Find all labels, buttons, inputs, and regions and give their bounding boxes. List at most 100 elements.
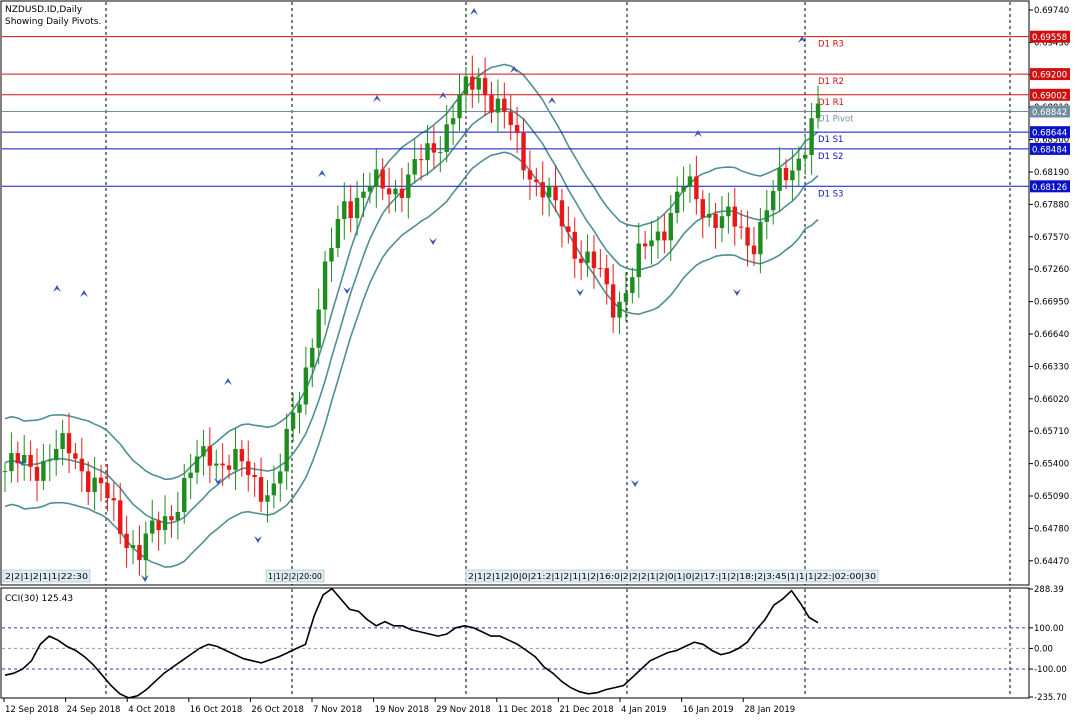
- candle-body: [258, 477, 264, 502]
- candle-body: [585, 251, 590, 263]
- time-tick-label: 11 Dec 2018: [498, 705, 552, 715]
- pivot-tag-box: [1030, 126, 1070, 139]
- candle-body: [201, 446, 206, 457]
- fractal-up-marker: [224, 378, 232, 385]
- vertical-grid: [105, 2, 1011, 697]
- cci-tick-label: -100.00: [1034, 665, 1067, 675]
- candle-body: [745, 227, 750, 246]
- cci-label: CCI(30) 125.43: [5, 594, 73, 604]
- fractal-down-marker: [254, 536, 262, 543]
- candle-body: [137, 545, 142, 561]
- candle-body: [143, 533, 149, 561]
- candle-body: [502, 98, 507, 113]
- session-strip-text: 2|2|1|2|1|1|22:30: [5, 572, 88, 581]
- price-axis: 0.697400.694300.691200.688100.685000.681…: [1029, 6, 1069, 567]
- candle-body: [297, 404, 302, 413]
- fractal-up-marker: [548, 97, 556, 104]
- pivot-tag-label: 0.68644: [1032, 129, 1067, 139]
- candle-body: [732, 206, 737, 227]
- pivot-tag-label: 0.68842: [1032, 108, 1067, 118]
- symbol-title: NZDUSD.ID,Daily: [5, 5, 83, 15]
- pivot-tag-box: [1030, 105, 1070, 118]
- candle-body: [271, 483, 277, 496]
- pivot-tag-label: 0.69558: [1032, 33, 1067, 43]
- candle-body: [361, 191, 366, 198]
- candle-body: [265, 495, 270, 502]
- candle-body: [342, 201, 347, 219]
- candle-body: [162, 516, 168, 531]
- cci-panel-frame: [0, 587, 1030, 699]
- fractal-down-marker: [733, 289, 741, 296]
- fractal-markers: [18, 8, 806, 582]
- candle-body: [636, 243, 641, 278]
- candle-body: [246, 461, 251, 475]
- candle-body: [124, 533, 129, 548]
- time-tick-label: 28 Jan 2019: [744, 705, 795, 715]
- candle-body: [412, 159, 417, 175]
- candle-body: [194, 456, 200, 473]
- time-tick-label: 16 Jan 2019: [683, 705, 734, 715]
- candle-body: [726, 206, 731, 217]
- candle-body: [540, 182, 545, 198]
- candle-body: [329, 247, 334, 262]
- pivot-name: D1 S3: [818, 189, 843, 199]
- fractal-down-marker: [141, 575, 149, 582]
- candle-body: [489, 95, 494, 113]
- price-tick-label: 0.67880: [1034, 200, 1069, 210]
- candle-body: [706, 213, 712, 218]
- candle-body: [617, 301, 622, 318]
- candlesticks[interactable]: [2, 55, 821, 581]
- band-upper: [4, 63, 819, 481]
- candle-body: [802, 154, 808, 159]
- candle-body: [738, 226, 744, 228]
- pivot-tag-box: [1030, 68, 1070, 81]
- candle-body: [700, 199, 705, 218]
- candle-body: [662, 231, 667, 241]
- candle-body: [386, 188, 392, 195]
- candle-body: [425, 143, 430, 161]
- candle-body: [354, 197, 360, 219]
- candle-body: [681, 186, 686, 192]
- candle-body: [86, 471, 91, 492]
- candle-body: [470, 76, 475, 90]
- fractal-up-marker: [510, 66, 518, 73]
- candle-body: [623, 293, 629, 302]
- candle-body: [284, 428, 289, 472]
- time-tick-label: 21 Dec 2018: [559, 705, 613, 715]
- pivots-caption: Showing Daily Pivots.: [5, 17, 101, 27]
- pivot-tag-box: [1030, 142, 1070, 155]
- candle-body: [809, 118, 814, 155]
- candle-body: [105, 483, 110, 499]
- price-tick-label: 0.64780: [1034, 524, 1069, 534]
- price-tick-label: 0.66330: [1034, 362, 1069, 372]
- candle-body: [655, 231, 661, 241]
- candle-body: [156, 520, 161, 531]
- candle-body: [783, 167, 789, 181]
- candle-body: [418, 159, 424, 161]
- price-tick-label: 0.65090: [1034, 492, 1069, 502]
- time-tick-label: 26 Oct 2018: [251, 705, 304, 715]
- candle-body: [22, 455, 27, 464]
- candle-body: [482, 77, 488, 96]
- candle-body: [2, 471, 8, 473]
- pivot-name: D1 S2: [818, 152, 843, 162]
- candle-body: [476, 77, 481, 90]
- pivot-name: D1 R3: [818, 40, 844, 50]
- band-middle: [4, 107, 819, 525]
- fractal-up-marker: [439, 92, 447, 99]
- price-tick-label: 0.65400: [1034, 460, 1069, 470]
- candle-body: [310, 347, 315, 368]
- cci-tick-label: 100.00: [1034, 624, 1064, 634]
- candle-body: [566, 226, 571, 232]
- price-tick-label: 0.64470: [1034, 557, 1069, 567]
- candle-body: [322, 261, 328, 310]
- price-tick-label: 0.66950: [1034, 298, 1069, 308]
- candle-body: [591, 251, 597, 269]
- candle-body: [130, 545, 136, 548]
- pivot-tag-label: 0.68126: [1032, 183, 1067, 193]
- candle-body: [463, 76, 469, 95]
- candle-body: [278, 471, 283, 484]
- candle-body: [578, 258, 584, 263]
